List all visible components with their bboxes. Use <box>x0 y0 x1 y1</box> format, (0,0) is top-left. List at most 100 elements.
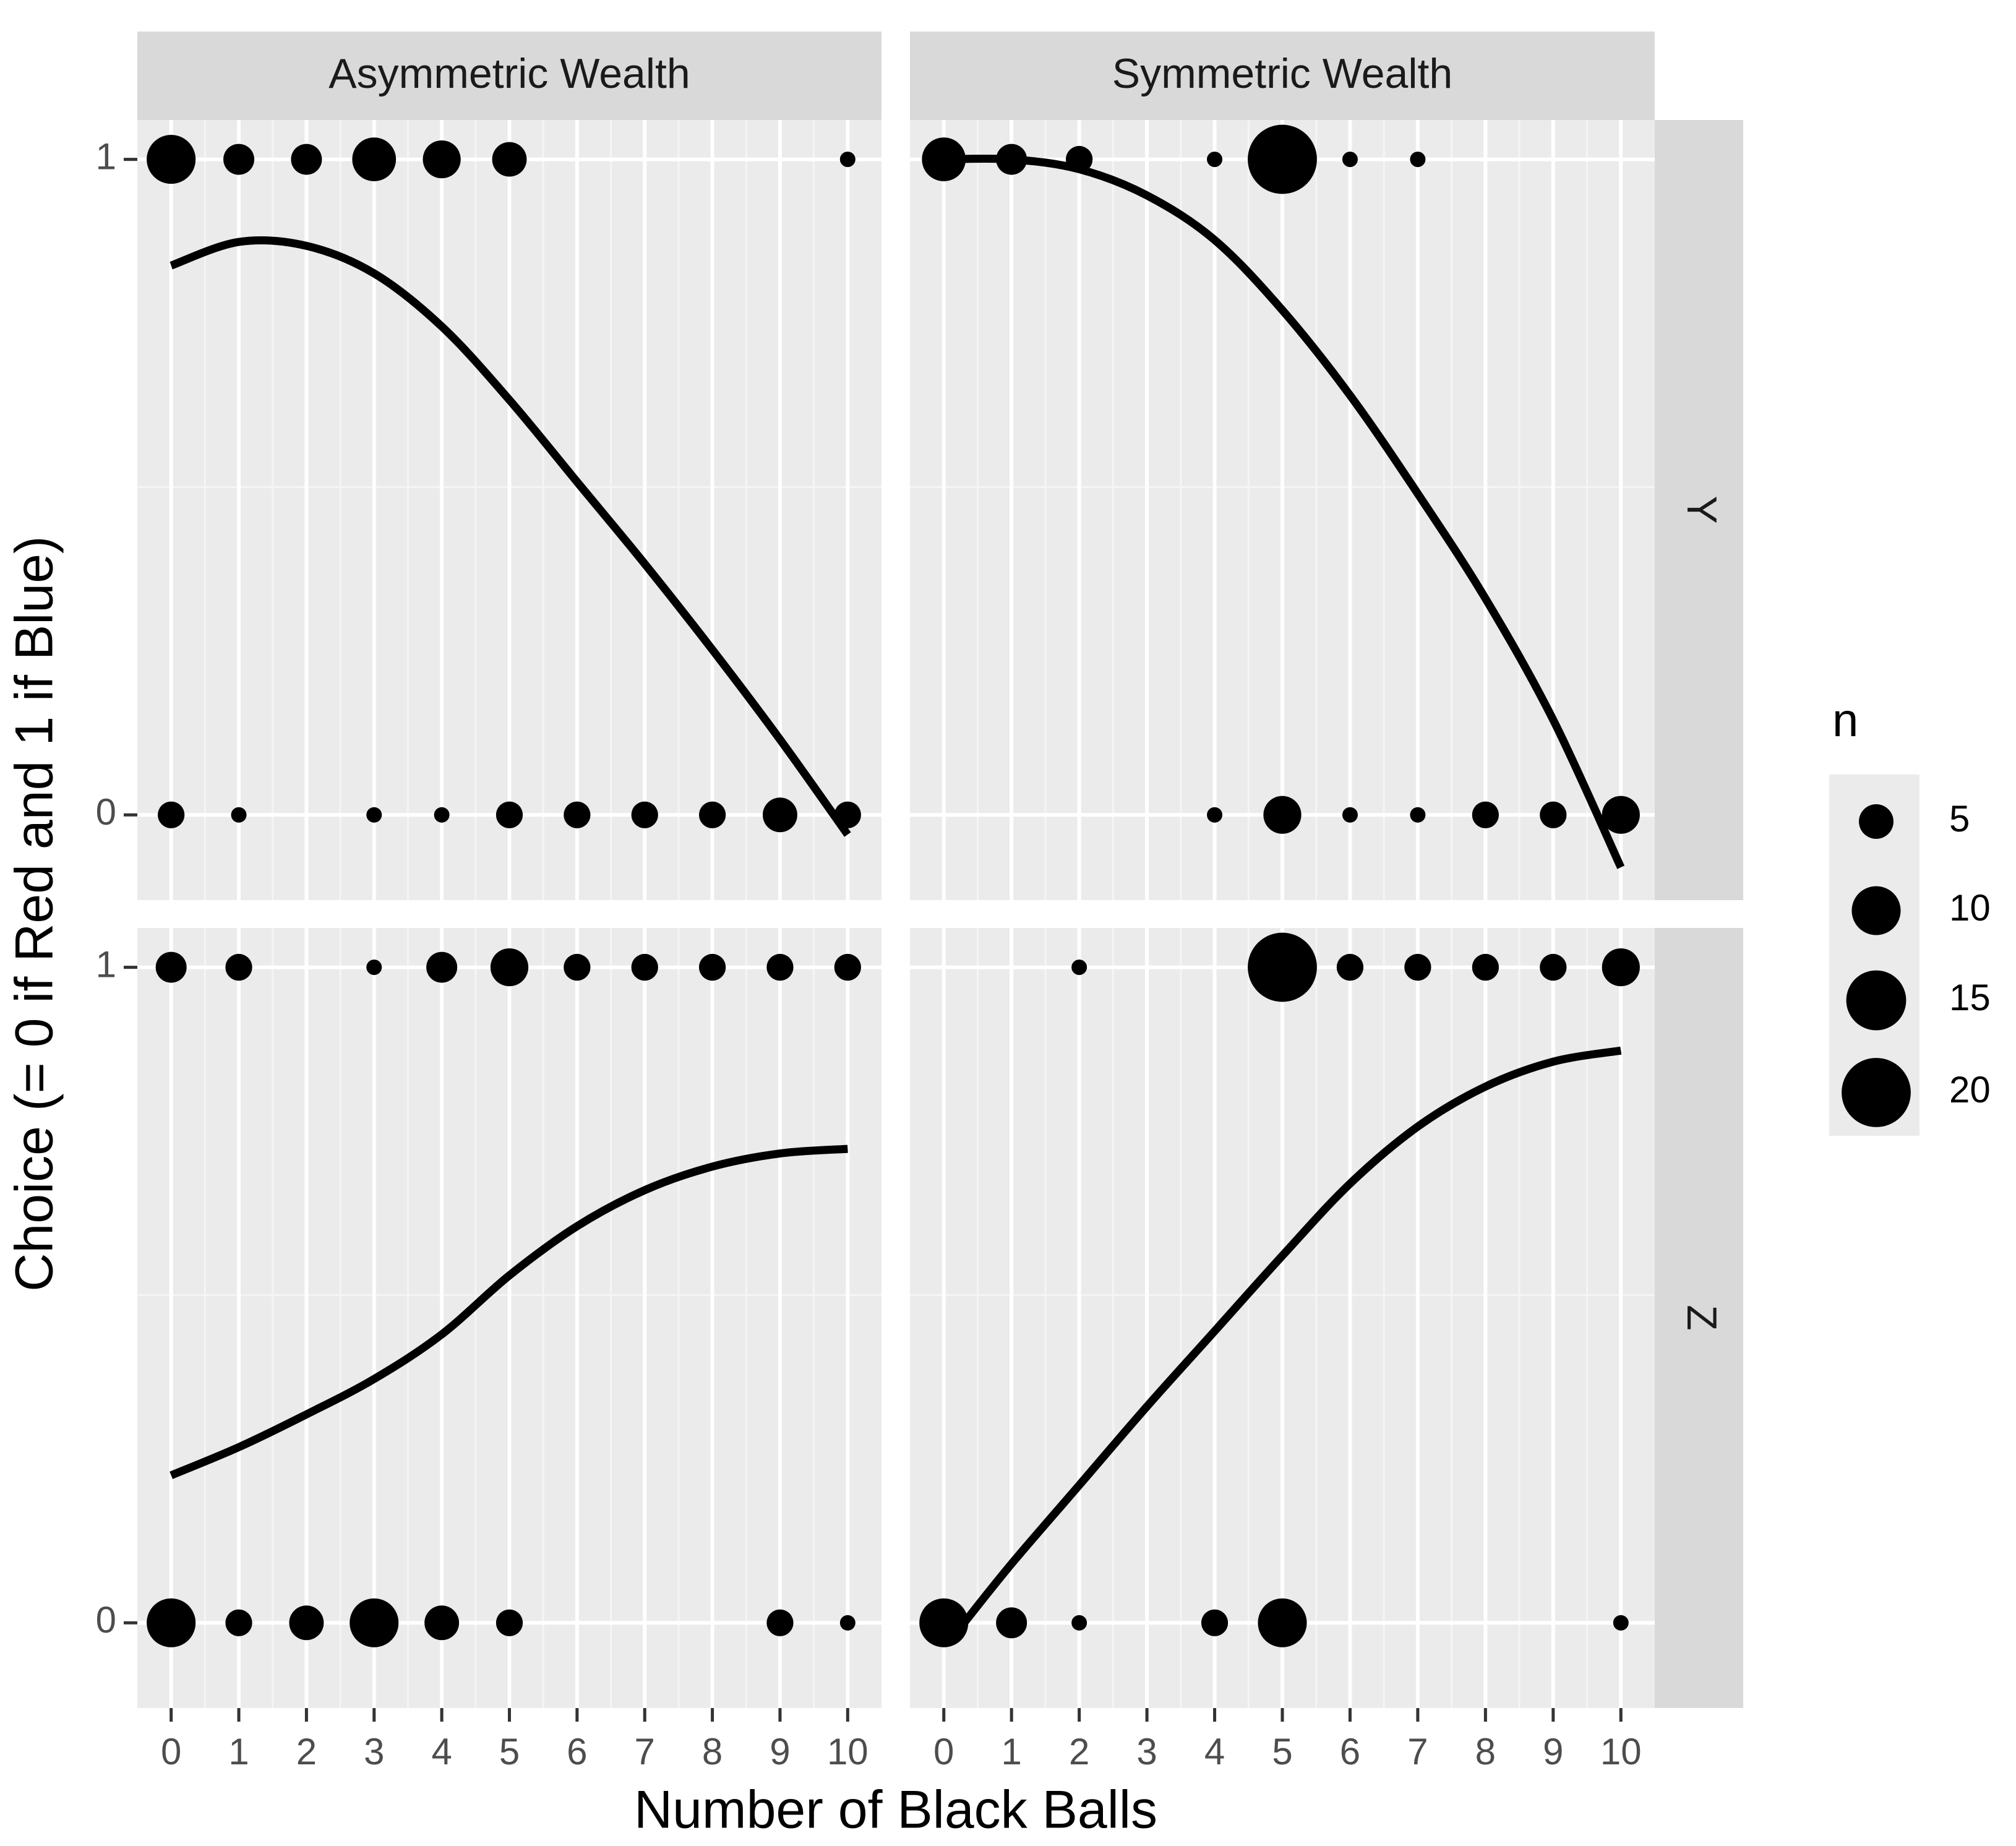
data-point <box>839 1615 856 1631</box>
data-point <box>1201 1609 1229 1636</box>
data-point <box>366 959 382 976</box>
data-point <box>1404 953 1431 981</box>
x-tick-label: 9 <box>770 1731 790 1772</box>
row-facet-label-z: Z <box>1678 1305 1725 1331</box>
legend-title: n <box>1832 694 1858 747</box>
fit-line <box>169 1144 848 1479</box>
fit-line <box>943 154 1625 869</box>
data-point <box>1342 807 1358 823</box>
y-tick-label: 1 <box>96 943 116 985</box>
data-point <box>1071 1615 1087 1631</box>
data-point <box>155 951 187 983</box>
column-strips: Asymmetric Wealth Symmetric Wealth <box>137 32 1655 120</box>
row-strips: Y Z <box>1655 120 1743 1708</box>
data-point <box>147 135 196 184</box>
legend-key-5 <box>1859 804 1894 839</box>
fit-line <box>169 236 851 837</box>
data-point <box>834 953 861 981</box>
data-point <box>1248 124 1317 194</box>
data-point <box>1410 152 1426 168</box>
x-axis-title: Number of Black Balls <box>634 1780 1157 1840</box>
panel-asymmetric-wealth-y <box>137 120 881 900</box>
data-point <box>1613 1615 1629 1631</box>
x-tick-label: 5 <box>499 1731 520 1772</box>
legend-key-20 <box>1842 1058 1911 1127</box>
panel-asymmetric-wealth-z <box>137 928 881 1708</box>
data-point <box>291 144 322 175</box>
x-tick-label: 5 <box>1272 1731 1292 1772</box>
x-tick-label: 2 <box>1069 1731 1089 1772</box>
data-point <box>225 1609 252 1636</box>
panel-symmetric-wealth-z <box>910 928 1655 1708</box>
legend-key-10 <box>1851 886 1901 935</box>
x-tick-label: 9 <box>1543 1731 1563 1772</box>
x-tick-label: 4 <box>1204 1731 1225 1772</box>
data-point <box>366 807 382 823</box>
y-tick-label: 0 <box>96 791 116 833</box>
data-point <box>631 801 658 828</box>
y-axis-title: Choice (= 0 if Red and 1 if Blue) <box>5 536 64 1291</box>
data-point <box>1263 796 1302 834</box>
strip-asymmetric <box>137 32 881 120</box>
x-tick-label: 8 <box>1475 1731 1496 1772</box>
data-point <box>1258 1598 1307 1647</box>
data-point <box>1342 152 1358 168</box>
data-point <box>1602 948 1640 987</box>
x-tick-label: 10 <box>827 1731 869 1772</box>
strip-symmetric <box>910 32 1655 120</box>
x-tick-label: 3 <box>364 1731 384 1772</box>
x-tick-label: 7 <box>635 1731 655 1772</box>
y-tick-label: 1 <box>96 135 116 177</box>
data-point <box>1540 801 1567 828</box>
data-point <box>1071 959 1087 976</box>
data-point <box>490 948 529 987</box>
data-point <box>1472 953 1499 981</box>
x-tick-label: 0 <box>161 1731 181 1772</box>
data-point <box>1540 953 1567 981</box>
strip-row-y <box>1655 120 1743 900</box>
data-point <box>1207 807 1223 823</box>
data-point <box>352 137 397 181</box>
data-point <box>1336 953 1364 981</box>
panel-symmetric-wealth-y <box>910 120 1655 900</box>
legend-label-15: 15 <box>1949 977 1991 1018</box>
data-point <box>1472 801 1499 828</box>
data-point <box>434 807 450 823</box>
data-point <box>423 140 461 179</box>
x-tick-label: 6 <box>567 1731 587 1772</box>
legend-label-10: 10 <box>1949 887 1991 929</box>
data-point <box>231 807 247 823</box>
col-facet-label-asymmetric: Asymmetric Wealth <box>328 50 690 97</box>
data-point <box>492 142 527 177</box>
x-tick-label: 10 <box>1600 1731 1642 1772</box>
x-tick-label: 0 <box>933 1731 954 1772</box>
data-point <box>289 1605 324 1641</box>
x-tick-label: 1 <box>228 1731 249 1772</box>
x-tick-label: 6 <box>1340 1731 1360 1772</box>
data-point <box>919 1598 969 1647</box>
data-point <box>1602 796 1640 834</box>
data-point <box>698 953 726 981</box>
row-facet-label-y: Y <box>1678 496 1725 523</box>
fit-line <box>961 1046 1622 1626</box>
data-point <box>996 1607 1027 1639</box>
data-point <box>158 801 185 828</box>
col-facet-label-symmetric: Symmetric Wealth <box>1112 50 1452 97</box>
y-tick-label: 0 <box>96 1599 116 1641</box>
data-point <box>698 801 726 828</box>
data-point <box>1207 152 1223 168</box>
data-point <box>225 953 252 981</box>
legend-label-20: 20 <box>1949 1069 1991 1110</box>
legend: n 5 10 15 20 <box>1829 694 1991 1136</box>
data-point <box>223 144 255 175</box>
data-point <box>495 801 523 828</box>
x-tick-label: 1 <box>1001 1731 1021 1772</box>
x-tick-label: 2 <box>296 1731 317 1772</box>
data-point <box>147 1598 196 1647</box>
data-point <box>839 152 856 168</box>
data-point <box>424 1605 460 1641</box>
data-point <box>631 953 658 981</box>
legend-key-15 <box>1846 970 1907 1031</box>
